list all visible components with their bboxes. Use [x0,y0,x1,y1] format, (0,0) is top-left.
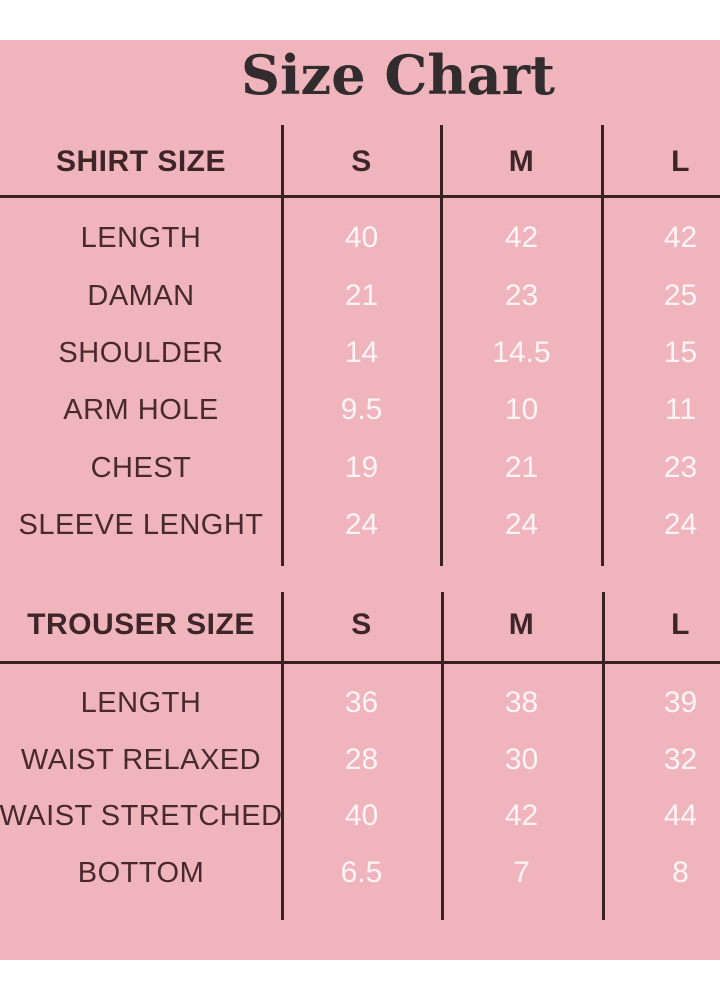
cell-value: 10 [504,393,539,426]
cell-value: 42 [504,799,539,832]
cell-value: 9.5 [340,393,383,426]
cell-value: 19 [344,451,379,484]
cell-value: 42 [504,221,539,254]
cell-value: 8 [672,856,689,889]
row-label: WAIST STRETCHED [0,799,283,832]
cell-value: 42 [663,221,698,254]
cell-value: 21 [344,279,379,312]
row-label: SLEEVE LENGHT [18,508,264,541]
shirt-table-vline-2 [440,125,443,566]
shirt-table-vline-3 [601,125,604,566]
cell-value: 40 [344,221,379,254]
shirt-column-header-m: M [508,145,535,178]
table-row: WAIST RELAXED 28 30 32 [0,731,720,789]
row-label: BOTTOM [77,856,205,889]
page-title: Size Chart [241,43,555,107]
cell-value: 24 [663,508,698,541]
cell-value: 24 [344,508,379,541]
shirt-table-title: SHIRT SIZE [55,145,226,178]
shirt-table-vline-1 [281,125,284,566]
cell-value: 38 [504,686,539,719]
cell-value: 15 [663,336,698,369]
cell-value: 25 [663,279,698,312]
cell-value: 32 [663,743,698,776]
table-row: BOTTOM 6.5 7 8 [0,844,720,902]
table-row: SLEEVE LENGHT 24 24 24 [0,496,720,554]
cell-value: 24 [504,508,539,541]
trouser-column-header-l: L [671,608,690,641]
cell-value: 23 [663,451,698,484]
cell-value: 14 [344,336,379,369]
table-row: DAMAN 21 23 25 [0,267,720,325]
shirt-table-header-rule [0,195,720,198]
row-label: WAIST RELAXED [20,743,262,776]
trouser-column-header-s: S [351,608,372,641]
trouser-table-header-row: TROUSER SIZE S M L [0,596,720,654]
shirt-column-header-l: L [671,145,690,178]
row-label: LENGTH [80,221,202,254]
trouser-table-title: TROUSER SIZE [27,608,255,641]
row-label: ARM HOLE [63,393,219,426]
table-row: LENGTH 40 42 42 [0,209,720,267]
trouser-table-vline-1 [281,592,284,920]
row-label: DAMAN [87,279,195,312]
table-row: CHEST 19 21 23 [0,439,720,497]
shirt-column-header-s: S [351,145,372,178]
cell-value: 23 [504,279,539,312]
cell-value: 40 [344,799,379,832]
cell-value: 44 [663,799,698,832]
shirt-table-header-row: SHIRT SIZE S M L [0,133,720,191]
table-row: SHOULDER 14 14.5 15 [0,324,720,382]
cell-value: 11 [664,393,697,426]
cell-value: 6.5 [340,856,383,889]
table-row: WAIST STRETCHED 40 42 44 [0,787,720,845]
trouser-column-header-m: M [508,608,535,641]
table-row: ARM HOLE 9.5 10 11 [0,381,720,439]
trouser-table-vline-3 [602,592,605,920]
cell-value: 39 [663,686,698,719]
trouser-table-vline-2 [441,592,444,920]
cell-value: 36 [344,686,379,719]
table-row: LENGTH 36 38 39 [0,674,720,732]
pink-panel [0,40,720,960]
cell-value: 21 [504,451,539,484]
cell-value: 28 [344,743,379,776]
row-label: SHOULDER [58,336,224,369]
cell-value: 30 [504,743,539,776]
row-label: CHEST [90,451,192,484]
cell-value: 7 [513,856,530,889]
row-label: LENGTH [80,686,202,719]
trouser-table-header-rule [0,661,720,664]
cell-value: 14.5 [492,336,551,369]
